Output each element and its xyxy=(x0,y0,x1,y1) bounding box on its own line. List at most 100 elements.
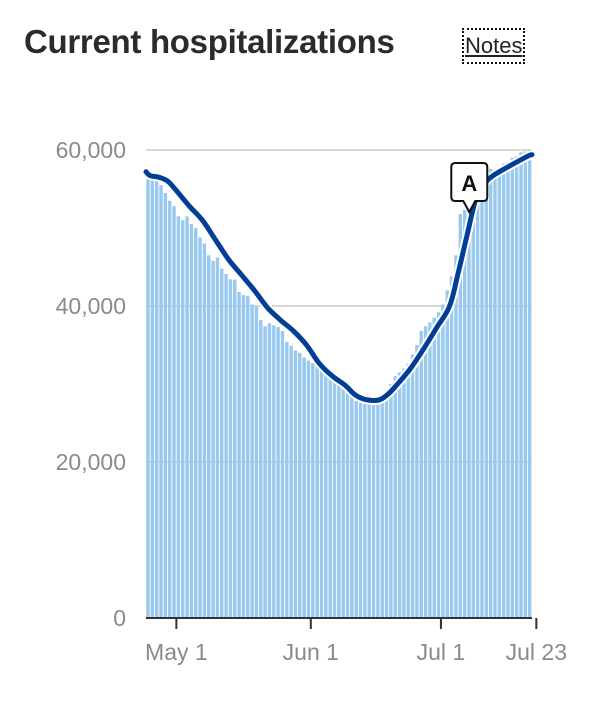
bar xyxy=(324,371,328,618)
trend-line xyxy=(143,152,535,404)
bar xyxy=(527,150,532,618)
bar xyxy=(419,330,423,618)
bar xyxy=(519,152,523,618)
x-tick-label: Jun 1 xyxy=(283,639,339,665)
bar xyxy=(493,171,497,618)
bar xyxy=(289,345,293,618)
bar xyxy=(475,184,480,618)
bar xyxy=(202,243,207,618)
bar xyxy=(363,402,367,618)
bar xyxy=(306,360,311,618)
bar xyxy=(328,373,332,618)
x-tick-label: Jul 1 xyxy=(417,639,466,665)
y-tick-label: 20,000 xyxy=(56,449,126,475)
bar xyxy=(415,345,419,618)
bar xyxy=(506,161,510,618)
x-axis-labels: May 1 Jun 1 Jul 1 Jul 23 xyxy=(145,639,567,665)
bar xyxy=(302,357,306,618)
bar xyxy=(510,157,515,619)
bar xyxy=(315,366,319,618)
annotation-marker[interactable] xyxy=(450,162,489,215)
bar xyxy=(432,317,436,618)
bar xyxy=(285,341,289,618)
bar xyxy=(406,363,410,618)
bar xyxy=(345,388,350,618)
page-title: Current hospitalizations xyxy=(24,23,395,60)
bar xyxy=(228,279,233,618)
y-axis-labels: 0 20,000 40,000 60,000 xyxy=(56,137,126,631)
bar xyxy=(358,402,363,618)
bar xyxy=(458,213,463,618)
bar xyxy=(341,382,345,618)
bar xyxy=(311,362,315,618)
bars-group xyxy=(146,150,532,619)
bar xyxy=(198,237,202,619)
bar xyxy=(371,398,376,618)
bar xyxy=(397,372,402,618)
bar xyxy=(220,268,224,618)
bar xyxy=(467,200,471,618)
trend-line-group xyxy=(141,150,537,406)
bar xyxy=(523,151,528,618)
bar xyxy=(167,200,172,618)
x-tick-label: May 1 xyxy=(145,639,208,665)
bar xyxy=(484,172,489,618)
bar xyxy=(246,295,250,618)
bar xyxy=(389,384,393,618)
bar xyxy=(471,191,476,618)
bar xyxy=(276,327,280,618)
bar xyxy=(163,192,168,618)
bar xyxy=(150,178,155,618)
bar xyxy=(436,312,441,618)
bar xyxy=(298,352,302,618)
bar xyxy=(176,216,181,619)
bar xyxy=(146,173,150,618)
annotation-label: A xyxy=(461,171,477,196)
bar xyxy=(449,276,454,618)
bar xyxy=(376,399,380,618)
bar xyxy=(185,216,189,619)
bar xyxy=(393,376,397,618)
bar xyxy=(354,401,358,618)
bar xyxy=(259,320,263,618)
bar xyxy=(172,206,176,618)
bar xyxy=(428,322,432,618)
bar xyxy=(337,380,341,618)
bar xyxy=(332,377,337,618)
bar xyxy=(497,167,502,618)
bar xyxy=(215,257,220,618)
x-axis xyxy=(146,617,538,629)
bar xyxy=(350,394,354,618)
bar xyxy=(159,185,163,618)
bar xyxy=(250,304,254,618)
bar xyxy=(233,279,237,618)
x-tick-label: Jul 23 xyxy=(506,639,567,665)
annotation-group[interactable]: A xyxy=(450,162,489,215)
bar xyxy=(189,224,194,618)
bar xyxy=(384,390,389,618)
bar xyxy=(501,163,506,618)
bar xyxy=(280,330,285,618)
bar xyxy=(263,326,267,618)
bar xyxy=(423,326,428,618)
bar xyxy=(402,368,406,618)
y-tick-label: 40,000 xyxy=(56,293,126,319)
bar xyxy=(224,274,228,618)
bar xyxy=(254,306,259,618)
y-tick-label: 0 xyxy=(113,605,126,631)
bar xyxy=(267,323,272,618)
y-tick-label: 60,000 xyxy=(56,137,126,163)
bar xyxy=(237,291,241,618)
bar xyxy=(480,178,484,618)
bar xyxy=(272,325,276,618)
bar xyxy=(180,220,185,618)
bar xyxy=(410,354,415,618)
bar xyxy=(207,255,211,619)
bar xyxy=(154,181,159,618)
bar xyxy=(445,290,449,618)
bar xyxy=(319,366,324,618)
notes-link[interactable]: Notes xyxy=(462,28,526,64)
bar xyxy=(194,228,198,618)
bar xyxy=(241,295,246,618)
